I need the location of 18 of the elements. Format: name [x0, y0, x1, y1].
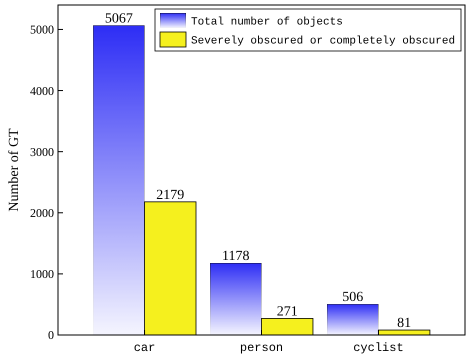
- x-tick-label: car: [134, 341, 156, 355]
- data-label: 506: [342, 290, 364, 306]
- y-axis-title: Number of GT: [7, 128, 22, 212]
- data-label: 81: [397, 316, 412, 332]
- x-tick-label: cyclist: [353, 341, 404, 355]
- y-tick-label: 1000: [30, 267, 54, 282]
- y-tick-label: 3000: [30, 144, 54, 159]
- data-label: 271: [276, 304, 298, 320]
- legend-label: Severely obscured or completely obscured: [191, 36, 456, 48]
- y-tick-label: 4000: [30, 84, 54, 98]
- data-label: 1178: [222, 249, 250, 264]
- y-tick-label: 0: [48, 328, 54, 342]
- x-tick-label: person: [240, 341, 284, 355]
- y-tick-label: 5000: [30, 22, 54, 37]
- legend-label: Total number of objects: [191, 16, 343, 28]
- data-label: 2179: [156, 188, 184, 203]
- y-tick-label: 2000: [30, 206, 54, 220]
- data-label: 5067: [104, 11, 133, 26]
